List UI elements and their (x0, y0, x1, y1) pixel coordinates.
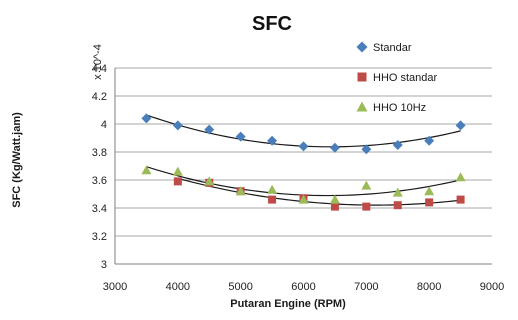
data-point-series-0 (392, 140, 403, 150)
y-tick-label: 3.8 (92, 147, 107, 159)
legend-label: Standar (373, 42, 412, 54)
legend-marker-series-2 (356, 101, 368, 112)
data-point-series-2 (267, 184, 278, 194)
data-point-series-1 (456, 195, 465, 204)
data-point-series-0 (298, 141, 309, 152)
x-tick-label: 4000 (166, 281, 190, 293)
data-point-series-1 (393, 201, 402, 210)
x-tick-label: 6000 (291, 281, 315, 293)
data-point-series-2 (392, 187, 403, 197)
data-point-series-2 (329, 194, 340, 204)
x-tick-label: 8000 (417, 281, 441, 293)
data-point-series-1 (362, 202, 371, 211)
data-point-series-2 (455, 172, 466, 182)
data-point-series-2 (298, 194, 309, 204)
y-tick-label: 3 (101, 259, 107, 271)
x-tick-label: 9000 (480, 281, 504, 293)
data-points (141, 113, 466, 211)
y-multiplier-label: x 10^-4 (92, 44, 104, 80)
trendline-series-1 (177, 177, 461, 206)
y-tick-label: 4 (101, 119, 107, 131)
legend-marker-series-0 (356, 41, 368, 53)
y-tick-label: 3.2 (92, 231, 107, 243)
legend-label: HHO 10Hz (373, 102, 426, 114)
x-tick-label: 5000 (228, 281, 252, 293)
y-tick-label: 3.6 (92, 175, 107, 187)
x-axis-label: Putaran Engine (RPM) (230, 298, 346, 310)
legend-label: HHO standar (373, 72, 438, 84)
data-point-series-2 (141, 165, 152, 175)
x-tick-label: 7000 (354, 281, 378, 293)
data-point-series-2 (424, 186, 435, 196)
y-tick-label: 4.2 (92, 91, 107, 103)
data-point-series-2 (361, 180, 372, 190)
data-point-series-0 (424, 135, 435, 146)
chart-title: SFC (252, 13, 292, 35)
data-point-series-0 (267, 135, 278, 146)
data-point-series-0 (204, 124, 215, 135)
y-tick-label: 4.4 (92, 63, 107, 75)
legend: Standar HHO standar HHO 10Hz (356, 41, 438, 114)
data-point-series-1 (173, 177, 182, 186)
data-point-series-2 (204, 176, 215, 186)
data-point-series-2 (235, 186, 246, 196)
gridlines (115, 67, 492, 265)
trendlines (146, 114, 461, 206)
data-point-series-1 (330, 202, 339, 211)
data-point-series-2 (172, 166, 183, 176)
x-tick-label: 3000 (103, 281, 127, 293)
data-point-series-1 (425, 198, 434, 207)
data-point-series-0 (172, 120, 183, 131)
data-point-series-1 (268, 195, 277, 204)
legend-marker-series-1 (357, 72, 367, 82)
y-axis-label: SFC (Kg/Watt.jam) (11, 112, 23, 208)
data-point-series-0 (361, 144, 372, 155)
axes: 3 3.2 3.4 3.6 3.8 4 4.2 4.4 3000 4000 5000 6000 7000… (92, 63, 505, 293)
trendline-series-2 (146, 166, 461, 197)
data-point-series-0 (329, 142, 340, 153)
data-point-series-0 (235, 131, 246, 142)
data-point-series-0 (141, 113, 152, 124)
y-tick-label: 3.4 (92, 203, 107, 215)
data-point-series-0 (455, 120, 466, 131)
